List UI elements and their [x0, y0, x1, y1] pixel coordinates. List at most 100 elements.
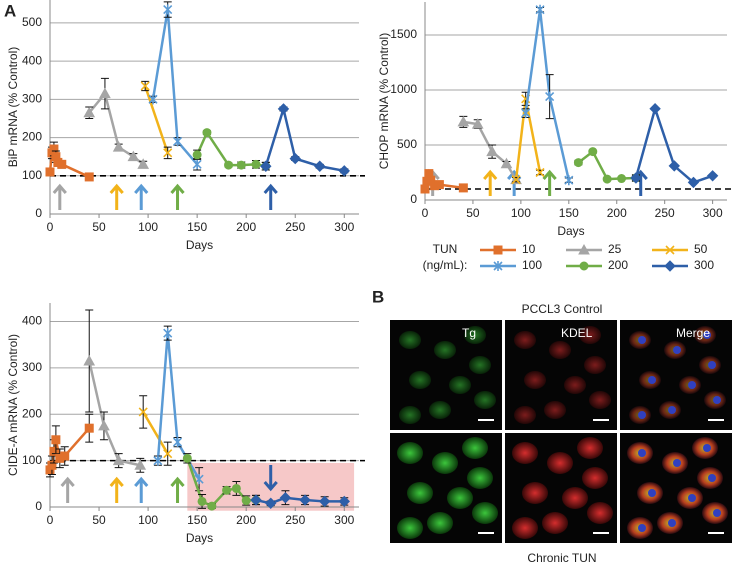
nucleus: [668, 406, 676, 414]
x-tick-label: 250: [285, 220, 305, 234]
micrographs: Tg KDEL Merge: [390, 320, 732, 543]
channel-label: KDEL: [561, 326, 593, 340]
cell: [397, 442, 423, 464]
marker: [668, 160, 680, 172]
arrow: [542, 169, 557, 196]
legend-unit: (ng/mL):: [423, 258, 468, 272]
marker: [289, 152, 301, 165]
cell: [549, 341, 571, 359]
marker: [172, 437, 183, 448]
x-tick-label: 150: [187, 220, 207, 234]
y-axis-label: CHOP mRNA (% Control): [377, 33, 391, 169]
chart: 0 100 200 300 400 0 50 100 150 200 250 300 Days CIDE-…: [6, 303, 365, 545]
marker: [493, 245, 503, 255]
marker: [138, 407, 148, 417]
x-tick-label: 200: [607, 206, 627, 220]
marker: [578, 243, 590, 255]
marker: [112, 454, 125, 466]
x-axis-label: Days: [186, 238, 213, 252]
marker: [602, 174, 612, 184]
y-tick-label: 500: [397, 137, 417, 151]
marker: [251, 159, 261, 169]
marker: [236, 160, 246, 170]
marker: [224, 160, 234, 170]
marker: [57, 159, 67, 169]
marker: [664, 260, 676, 272]
y-tick-label: 0: [35, 206, 42, 220]
nucleus: [638, 336, 646, 344]
marker: [241, 496, 251, 506]
marker: [202, 128, 212, 138]
marker: [83, 106, 96, 118]
marker: [338, 165, 350, 177]
marker: [83, 354, 96, 366]
panel-label: B: [372, 287, 384, 306]
nucleus: [708, 361, 716, 369]
marker: [535, 167, 545, 178]
cell: [397, 517, 423, 539]
marker: [163, 449, 173, 459]
marker: [231, 483, 241, 493]
legend-label: 25: [608, 242, 622, 256]
marker: [279, 492, 292, 504]
marker: [458, 183, 468, 193]
marker: [511, 175, 521, 185]
cell: [432, 452, 458, 474]
marker: [493, 261, 503, 271]
y-tick-label: 300: [22, 360, 42, 374]
arrow: [483, 169, 498, 196]
nucleus: [688, 381, 696, 389]
y-tick-label: 500: [22, 15, 42, 29]
marker: [153, 455, 163, 466]
marker: [260, 160, 272, 172]
series-line: [88, 360, 141, 467]
x-tick-label: 50: [92, 513, 106, 527]
y-tick-label: 100: [22, 168, 42, 182]
cell: [589, 391, 611, 409]
cell: [514, 406, 536, 424]
marker: [45, 167, 55, 177]
marker: [535, 4, 545, 15]
marker: [47, 460, 57, 470]
marker: [172, 136, 183, 147]
legend-title: TUN: [433, 242, 458, 256]
y-tick-label: 1000: [390, 82, 417, 96]
marker: [192, 150, 202, 160]
cell: [547, 452, 573, 474]
cell: [474, 391, 496, 409]
cell: [399, 331, 421, 349]
arrow: [170, 476, 185, 503]
y-tick-label: 200: [22, 406, 42, 420]
cell: [447, 487, 473, 509]
marker: [163, 4, 173, 15]
x-tick-label: 300: [703, 206, 723, 220]
x-tick-label: 200: [236, 220, 256, 234]
cell: [472, 502, 498, 524]
cell: [434, 341, 456, 359]
nucleus: [713, 396, 721, 404]
marker: [630, 172, 642, 184]
cell: [409, 371, 431, 389]
cell: [462, 437, 488, 459]
marker: [573, 158, 583, 168]
x-tick-label: 0: [422, 206, 429, 220]
x-tick-label: 200: [236, 513, 256, 527]
x-tick-label: 250: [655, 206, 675, 220]
cell: [469, 356, 491, 374]
marker: [265, 497, 277, 509]
marker: [134, 459, 147, 470]
marker: [649, 102, 661, 115]
arrow: [263, 465, 278, 492]
x-tick-label: 0: [47, 513, 54, 527]
nucleus: [638, 449, 646, 457]
marker: [250, 494, 262, 506]
channel-label: Merge: [676, 326, 710, 340]
arrow: [263, 183, 278, 210]
marker: [500, 157, 513, 169]
marker: [84, 423, 94, 433]
nucleus: [688, 494, 696, 502]
marker: [706, 170, 719, 182]
marker: [182, 453, 192, 463]
marker: [687, 176, 700, 189]
